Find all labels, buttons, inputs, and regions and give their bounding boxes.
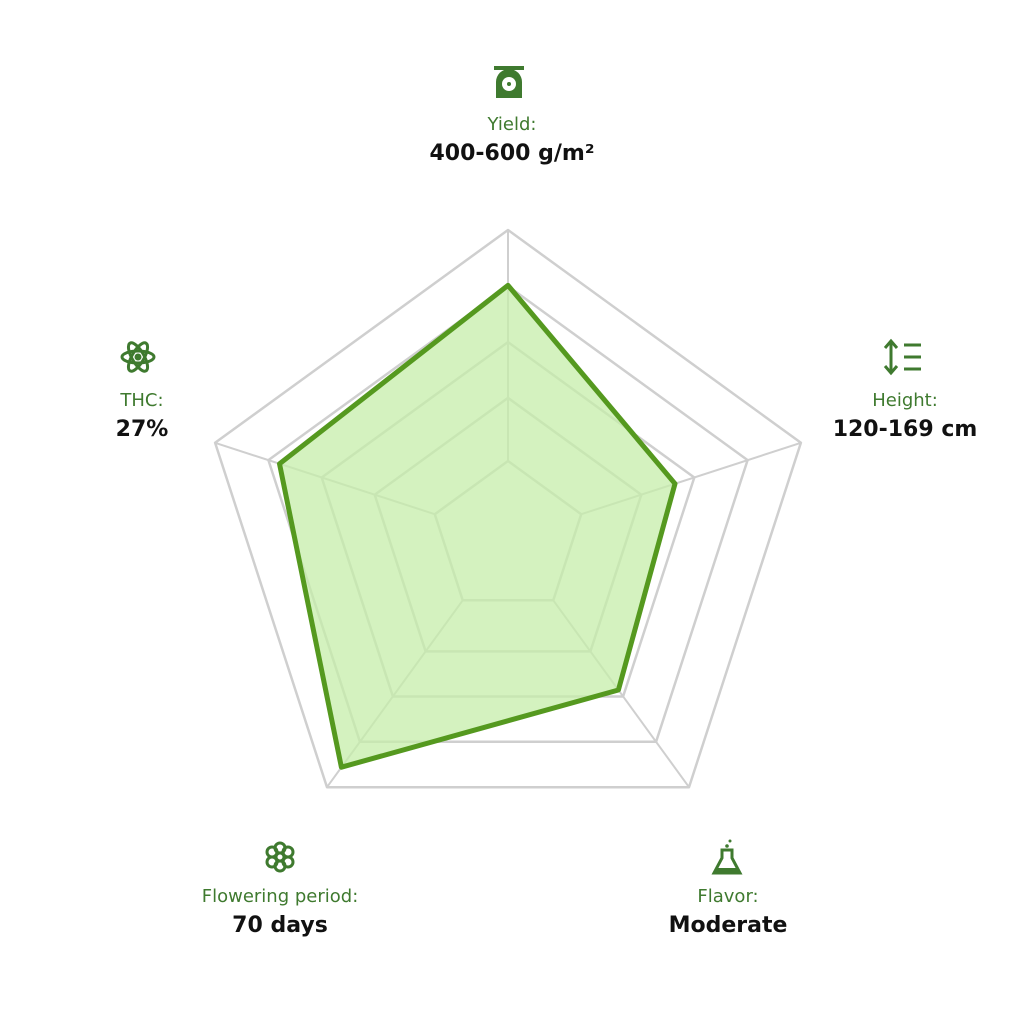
axis-label: Yield:: [487, 114, 537, 135]
grid-ring: [267, 284, 749, 744]
axis-label: THC:: [119, 390, 163, 411]
axis-detail: 400-600 g/m²: [430, 141, 595, 166]
thc-icon: [120, 341, 156, 373]
axis-label: Flowering period:: [202, 886, 359, 907]
height-icon: [883, 338, 921, 376]
axis-label: Height:: [872, 390, 938, 411]
axis-detail: 27%: [116, 417, 169, 442]
flavor-icon: [711, 839, 743, 875]
plot: [277, 282, 678, 770]
data-area: [277, 282, 678, 770]
yield-icon: [494, 66, 524, 98]
grid-ring: [213, 228, 803, 789]
axis-detail: 120-169 cm: [833, 417, 978, 442]
flowering-icon: [265, 841, 295, 873]
axis-label: Flavor:: [697, 886, 758, 907]
axis-detail: 70 days: [232, 913, 328, 938]
axis-detail: Moderate: [669, 913, 788, 938]
labels: Yield: 400-600 g/m² Height: 120-169 cm Flavo…: [116, 114, 978, 938]
